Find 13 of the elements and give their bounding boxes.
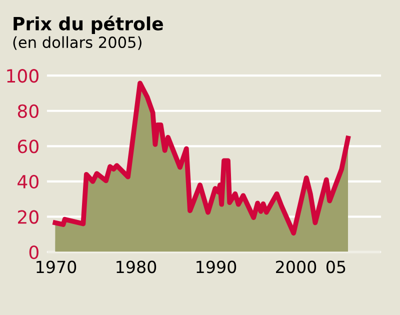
y-tick-label: 80	[18, 104, 38, 118]
x-tick-label: 05	[326, 260, 346, 274]
x-tick-label: 1970	[36, 260, 76, 274]
y-tick-label: 100	[7, 69, 38, 83]
y-tick-label: 0	[29, 245, 38, 260]
y-tick-label: 20	[18, 210, 38, 224]
chart-title: Prix du pétrole	[14, 16, 163, 34]
y-tick-label: 60	[18, 140, 38, 154]
chart-subtitle: (en dollars 2005)	[13, 36, 142, 50]
x-tick-label: 2000	[276, 260, 316, 274]
x-tick-label: 1980	[116, 260, 156, 274]
x-tick-label: 1990	[196, 260, 236, 274]
y-tick-label: 40	[18, 174, 38, 189]
